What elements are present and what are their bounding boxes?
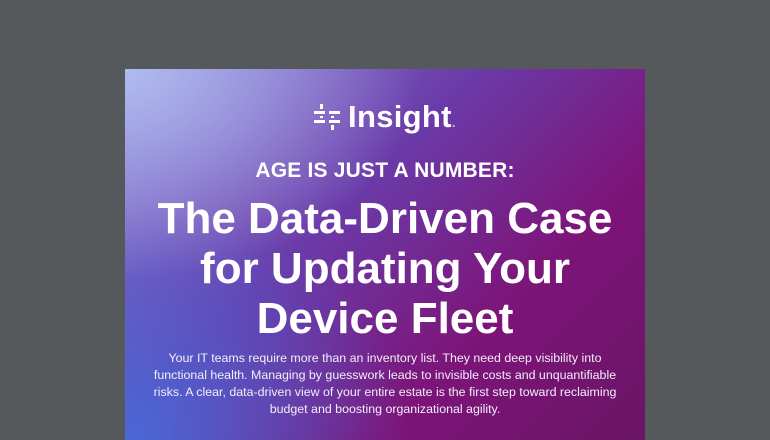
title-line: for Updating Your	[200, 244, 570, 293]
kicker-heading: AGE IS JUST A NUMBER:	[255, 159, 515, 182]
document-cover-card[interactable]: Insight. AGE IS JUST A NUMBER: The Data-…	[125, 69, 645, 440]
title-line: Device Fleet	[256, 294, 514, 343]
insight-logo: Insight.	[125, 99, 645, 135]
intro-paragraph: Your IT teams require more than an inven…	[153, 351, 617, 416]
insight-logo-icon	[314, 104, 341, 130]
page-title: The Data-Driven Case for Updating Your D…	[125, 194, 645, 344]
title-line: The Data-Driven Case	[157, 194, 613, 243]
logo-wordmark: Insight.	[348, 99, 456, 134]
